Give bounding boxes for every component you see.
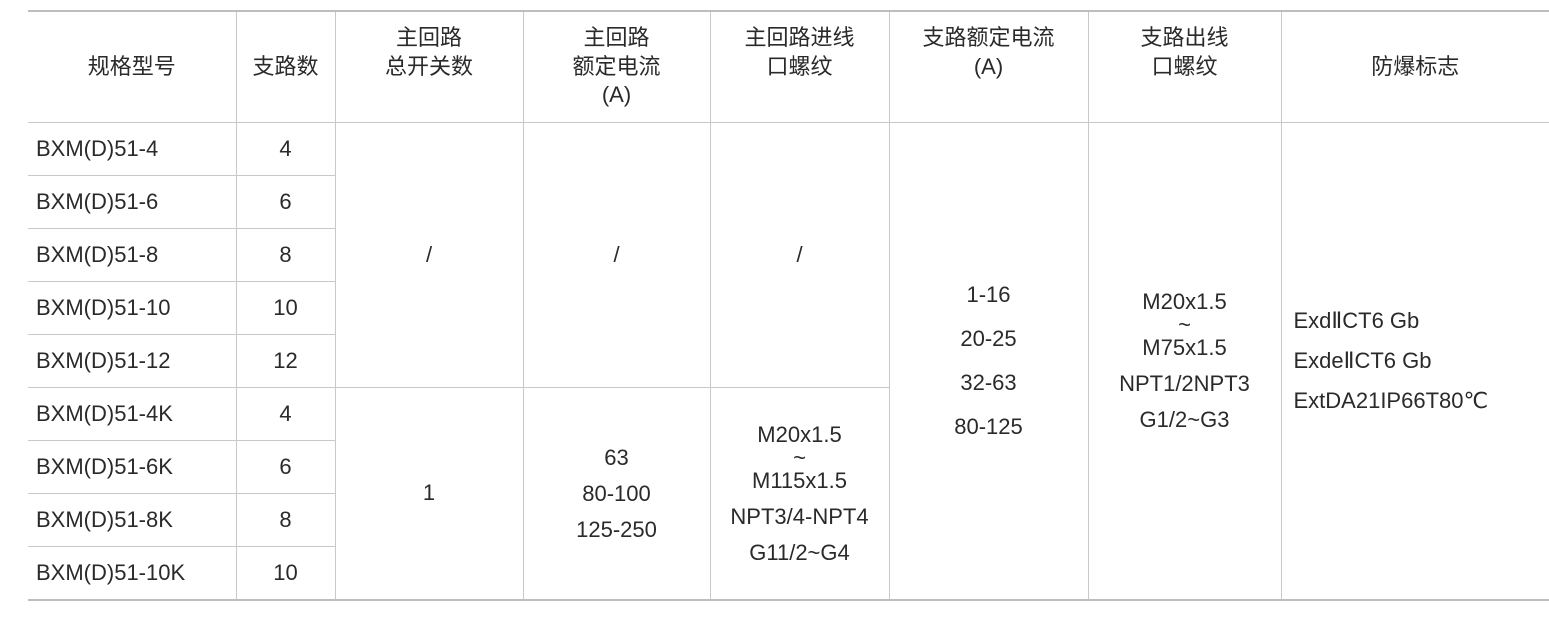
value: 125-250 (576, 516, 657, 542)
branches-cell: 8 (235, 228, 336, 282)
model-cell: BXM(D)51-8K (28, 493, 237, 547)
value: M75x1.5 (1142, 335, 1227, 360)
value: ExtDA21IP66T80℃ (1293, 388, 1489, 413)
model-cell: BXM(D)51-10K (28, 546, 237, 601)
table-row: BXM(D)51-10K 10 (28, 546, 1549, 601)
branches-cell: 12 (235, 334, 336, 388)
header-branches: 支路数 (235, 10, 336, 123)
header-text: 支路出线 (1140, 25, 1229, 51)
value: ExdⅡCT6 Gb (1293, 308, 1420, 333)
value: G11/2~G4 (749, 539, 850, 565)
header-model: 规格型号 (28, 10, 237, 123)
value: NPT1/2NPT3 (1119, 371, 1250, 396)
branch-current-cell: 1-16 20-25 32-63 80-125 (888, 122, 1089, 601)
branches-cell: 4 (235, 387, 336, 441)
main-thread-cell: M20x1.5 ~ M115x1.5 NPT3/4-NPT4 G11/2~G4 (709, 387, 890, 601)
value: M20x1.5 (757, 421, 842, 447)
header-branch-thread: 支路出线 口螺纹 (1087, 10, 1282, 123)
main-switches-cell: 1 (334, 387, 524, 601)
value: ~ (793, 444, 806, 470)
model-cell: BXM(D)51-12 (28, 334, 237, 388)
table-row: BXM(D)51-4K 4 1 63 80-100 125-250 M20x1.… (28, 387, 1549, 601)
header-text: 主回路 (395, 25, 462, 51)
main-current-cell: / (522, 122, 711, 388)
header-text: 防爆标志 (1371, 53, 1460, 79)
header-text: 规格型号 (87, 53, 176, 79)
value: M115x1.5 (752, 467, 847, 493)
value: 80-125 (954, 414, 1023, 439)
value: NPT3/4-NPT4 (730, 503, 869, 529)
branches-cell: 6 (235, 440, 336, 494)
table-row: BXM(D)51-10 10 (28, 281, 1549, 335)
header-text: 主回路 (583, 25, 650, 51)
header-main-thread: 主回路进线 口螺纹 (709, 10, 890, 123)
main-switches-cell: / (334, 122, 524, 388)
header-text: 主回路进线 (744, 25, 855, 51)
table-row: BXM(D)51-8K 8 (28, 493, 1549, 547)
header-branch-current: 支路额定电流 (A) (888, 10, 1089, 123)
branch-thread-cell: M20x1.5 ~ M75x1.5 NPT1/2NPT3 G1/2~G3 (1087, 122, 1282, 601)
header-text: 口螺纹 (766, 53, 833, 79)
value: 1-16 (966, 282, 1011, 307)
header-text: 支路数 (252, 53, 319, 79)
value: 32-63 (960, 370, 1017, 395)
branches-cell: 6 (235, 175, 336, 229)
header-main-current: 主回路 额定电流 (A) (522, 10, 711, 123)
header-text: 额定电流 (572, 53, 661, 79)
table-row: BXM(D)51-12 12 (28, 334, 1549, 388)
header-row: 规格型号 支路数 主回路 总开关数 主回路 额定电流 (A) 主回路进线 口螺纹 支路额… (28, 10, 1549, 123)
table-row: BXM(D)51-6K 6 (28, 440, 1549, 494)
value: G1/2~G3 (1139, 407, 1230, 432)
header-main-switches: 主回路 总开关数 (334, 10, 524, 123)
branches-cell: 10 (235, 281, 336, 335)
model-cell: BXM(D)51-4K (28, 387, 237, 441)
table-row: BXM(D)51-8 8 (28, 228, 1549, 282)
model-cell: BXM(D)51-10 (28, 281, 237, 335)
value: ExdeⅡCT6 Gb (1293, 348, 1432, 373)
header-text: 口螺纹 (1151, 53, 1218, 79)
branches-cell: 10 (235, 546, 336, 601)
value: 80-100 (582, 480, 651, 506)
main-thread-cell: / (709, 122, 890, 388)
header-text: (A) (973, 53, 1004, 79)
branches-cell: 8 (235, 493, 336, 547)
model-cell: BXM(D)51-4 (28, 122, 237, 176)
ex-mark-cell: ExdⅡCT6 Gb ExdeⅡCT6 Gb ExtDA21IP66T80℃ (1280, 122, 1549, 601)
value: M20x1.5 (1142, 289, 1227, 314)
branches-cell: 4 (235, 122, 336, 176)
main-current-cell: 63 80-100 125-250 (522, 387, 711, 601)
model-cell: BXM(D)51-8 (28, 228, 237, 282)
table-row: BXM(D)51-6 6 (28, 175, 1549, 229)
header-text: 总开关数 (384, 53, 473, 79)
table-row: BXM(D)51-4 4 / / / 1-16 20-25 32-63 80-1… (28, 122, 1549, 601)
model-cell: BXM(D)51-6K (28, 440, 237, 494)
header-ex-mark: 防爆标志 (1280, 10, 1549, 123)
model-cell: BXM(D)51-6 (28, 175, 237, 229)
value: ~ (1178, 312, 1191, 337)
value: 20-25 (960, 326, 1017, 351)
value: 63 (604, 444, 629, 470)
header-text: 支路额定电流 (922, 25, 1055, 51)
spec-table: 规格型号 支路数 主回路 总开关数 主回路 额定电流 (A) 主回路进线 口螺纹 支路额… (28, 10, 1549, 601)
header-text: (A) (601, 82, 632, 108)
